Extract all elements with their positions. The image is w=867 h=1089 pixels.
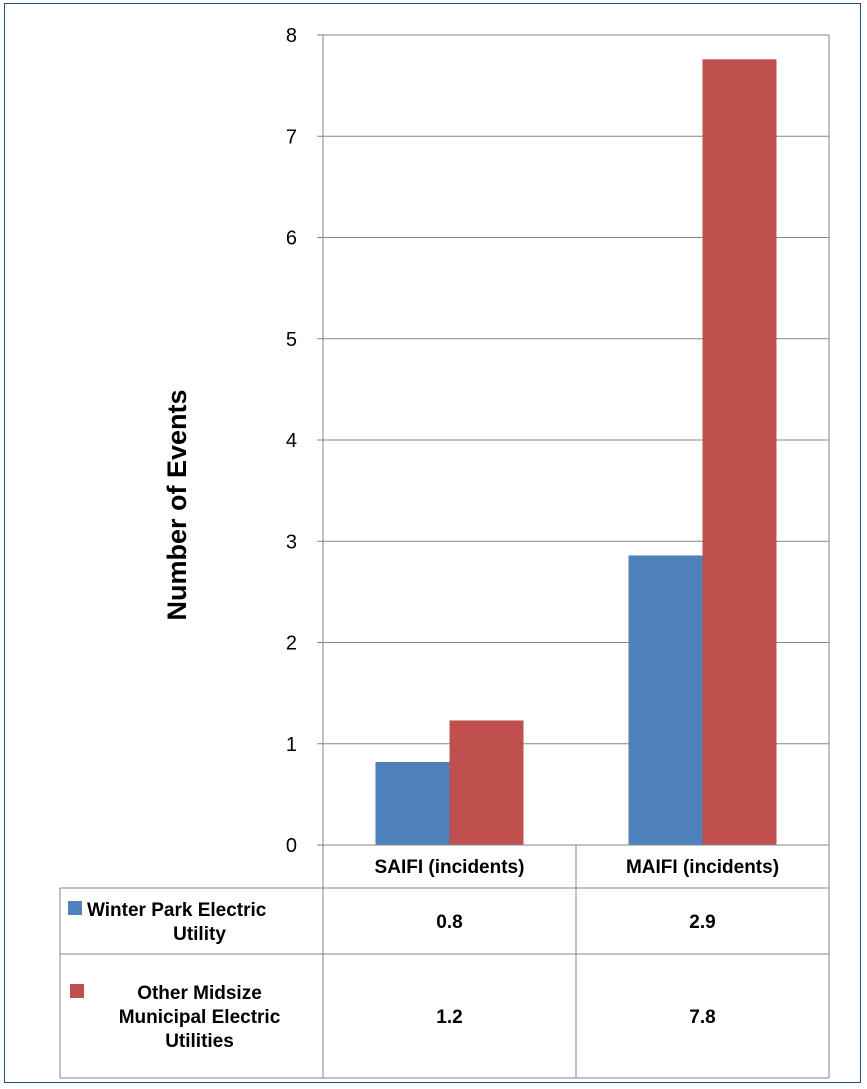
x-category-label: MAIFI (incidents) (626, 857, 779, 878)
y-tick-label: 8 (286, 25, 297, 47)
legend-label: Winter Park Electric (87, 900, 267, 921)
legend-key (70, 984, 84, 998)
legend-label: Municipal Electric (119, 1007, 281, 1028)
x-category-label: SAIFI (incidents) (375, 857, 525, 878)
y-tick-labels: 0 1 2 3 4 5 6 7 8 (286, 25, 297, 857)
data-value: 2.9 (689, 912, 715, 933)
y-tick-label: 7 (286, 126, 297, 148)
y-axis-label: Number of Events (162, 389, 192, 620)
legend-label: Utility (173, 924, 226, 945)
y-tick-label: 6 (286, 228, 297, 250)
y-tick-label: 3 (286, 531, 297, 553)
legend-key (68, 901, 82, 915)
y-tick-label: 4 (286, 430, 297, 452)
data-value: 7.8 (689, 1007, 715, 1028)
bar (628, 555, 703, 845)
y-tick-label: 5 (286, 329, 297, 351)
data-table: SAIFI (incidents) MAIFI (incidents) Winter… (59, 844, 830, 1079)
bar (449, 720, 524, 845)
y-tick-label: 0 (286, 835, 297, 857)
bars (375, 59, 777, 846)
y-tick-label: 1 (286, 734, 297, 756)
legend-label: Utilities (165, 1031, 234, 1052)
legend-label: Other Midsize (137, 983, 262, 1004)
data-value: 0.8 (436, 912, 462, 933)
bar (702, 59, 777, 846)
data-value: 1.2 (436, 1007, 462, 1028)
bar (375, 761, 450, 845)
axes (317, 34, 830, 846)
y-tick-label: 2 (286, 633, 297, 655)
